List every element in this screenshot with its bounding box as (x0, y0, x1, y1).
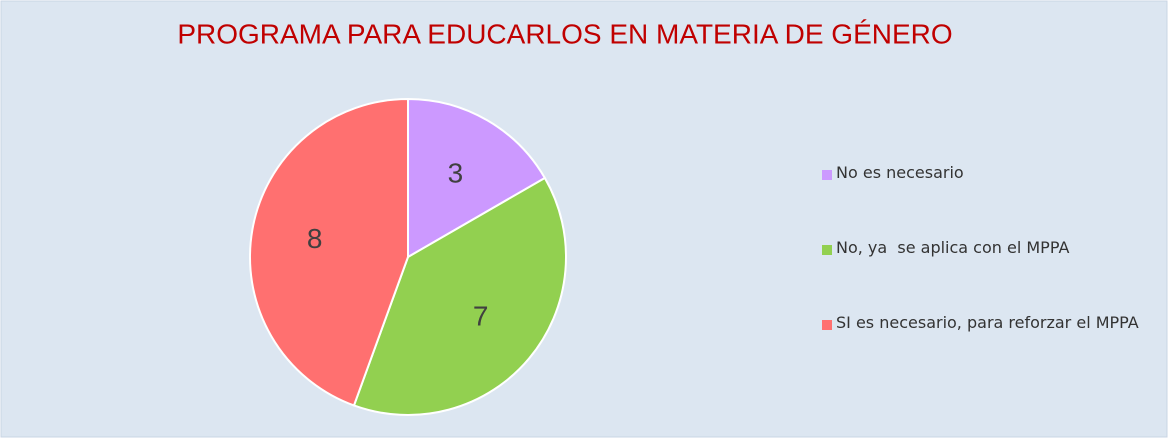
legend-label: No es necesario (836, 163, 964, 182)
chart-title: PROGRAMA PARA EDUCARLOS EN MATERIA DE GÉ… (177, 18, 952, 49)
data-label: 8 (307, 223, 323, 254)
legend-label: SI es necesario, para reforzar el MPPA (836, 313, 1139, 332)
pie-slice (352, 176, 567, 416)
pie-slice (407, 97, 547, 259)
legend-item: SI es necesario, para reforzar el MPPA (822, 313, 1152, 336)
legend-item: No es necesario (822, 163, 1152, 186)
legend-swatch (822, 320, 832, 330)
legend-item: No, ya se aplica con el MPPA (822, 238, 1152, 261)
pie-slice (249, 97, 409, 407)
legend-label: No, ya se aplica con el MPPA (836, 238, 1070, 257)
data-label: 3 (448, 157, 464, 188)
data-label: 7 (473, 300, 489, 331)
legend-swatch (822, 245, 832, 255)
legend-swatch (822, 170, 832, 180)
